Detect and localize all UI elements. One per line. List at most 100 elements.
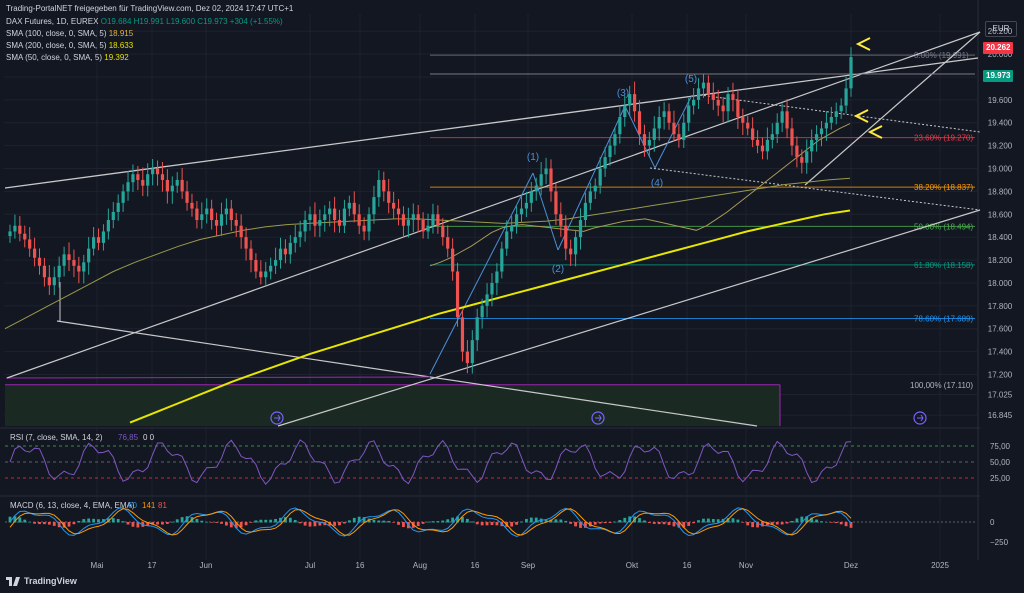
arrow-icon-0	[855, 37, 871, 51]
macd-bar	[421, 522, 425, 524]
y-tick-label: 18.400	[988, 233, 1013, 242]
candle-body	[559, 214, 563, 226]
macd-bar	[72, 522, 76, 525]
candle-body	[564, 225, 568, 249]
macd-bar	[298, 522, 302, 524]
candle-body	[283, 248, 288, 255]
candle-body	[219, 214, 224, 226]
macd-bar	[269, 519, 273, 523]
x-tick-label: 16	[683, 561, 692, 570]
macd-bar	[308, 522, 312, 527]
candle-body	[401, 214, 406, 226]
candle-body	[23, 233, 27, 240]
macd-bar	[741, 522, 745, 523]
candle-body	[175, 179, 179, 186]
annotation-arrows	[853, 37, 883, 139]
sma-legend-200[interactable]: SMA (200, close, 0, SMA, 5) 18.633	[6, 41, 133, 51]
dotted-line	[699, 94, 981, 133]
candle-body	[278, 248, 283, 261]
candle-body	[460, 317, 465, 352]
time-axis[interactable]: Mai 17 Jun Jul 16 Aug 16 Sep Okt 16 Nov Dez 2025	[91, 411, 950, 570]
event-arrow-2	[917, 414, 924, 422]
rsi-pane[interactable]: RSI (7, close, SMA, 14, 2) 76,85 0 0 75,00…	[5, 433, 1011, 486]
candle-body	[790, 128, 794, 146]
fib-zone	[5, 384, 780, 426]
wave-line	[557, 105, 626, 251]
y-tick-label: 17.200	[988, 371, 1013, 380]
macd-bar	[333, 522, 336, 526]
candle-body	[490, 282, 494, 295]
candle-body	[254, 260, 258, 272]
macd-bar	[210, 522, 214, 523]
macd-bar	[161, 522, 164, 525]
candle-body	[328, 208, 332, 215]
macd-bar	[687, 522, 691, 526]
macd-pane[interactable]: MACD (6, 13, close, 4, EMA, EMA) 60 141 81…	[5, 501, 1009, 547]
candle-body	[332, 208, 337, 220]
macd-bar	[785, 522, 789, 524]
candle-body	[106, 220, 110, 232]
candle-body	[298, 231, 302, 238]
currency-button[interactable]: EUR	[985, 21, 1017, 37]
candle-body	[613, 134, 617, 146]
macd-bar	[23, 519, 27, 523]
candle-body	[603, 157, 607, 169]
candle-body	[431, 214, 435, 226]
macd-bar	[461, 516, 464, 523]
candle-body	[657, 117, 661, 129]
candle-body	[13, 225, 17, 232]
macd-bar	[416, 522, 420, 527]
macd-bar	[146, 522, 150, 526]
x-tick-label: 16	[471, 561, 480, 570]
x-tick-label: Okt	[626, 561, 639, 570]
candle-body	[264, 271, 268, 278]
candle-body	[446, 237, 450, 249]
macd-bar	[397, 522, 400, 525]
macd-bar	[584, 522, 587, 528]
macd-bar	[623, 517, 627, 523]
tradingview-logo[interactable]: TradingView	[6, 576, 77, 586]
macd-bar	[456, 516, 459, 523]
y-tick-label: 20.000	[988, 50, 1013, 59]
macd-bar	[82, 519, 86, 523]
candle-body	[800, 157, 804, 163]
candle-body	[47, 277, 51, 286]
arrow-icon-2	[867, 125, 883, 139]
candle-body	[765, 139, 769, 152]
candle-body	[92, 237, 96, 249]
rsi-line	[9, 439, 852, 486]
wave-label-5: (5)	[685, 74, 697, 85]
sma-legend-100[interactable]: SMA (100, close, 0, SMA, 5) 18.915	[6, 29, 133, 39]
macd-bar	[220, 522, 223, 524]
candle-body	[155, 168, 160, 175]
macd-bar	[244, 522, 248, 526]
x-tick-label: 2025	[931, 561, 949, 570]
candle-body	[126, 182, 130, 192]
macd-bar	[839, 522, 843, 525]
elliott-wave-labels: (1) (2) (3) (4) (5)	[527, 74, 697, 275]
candle-body	[82, 262, 86, 272]
sma-legend-50[interactable]: SMA (50, close, 0, SMA, 5) 19.392	[6, 53, 129, 63]
macd-bar	[638, 518, 641, 523]
macd-v1: 60	[128, 501, 137, 510]
macd-bar	[618, 519, 622, 523]
candle-body	[544, 168, 548, 175]
ohlc-low: L19.600	[166, 17, 196, 26]
candle-body	[28, 239, 32, 249]
wave-label-1: (1)	[527, 152, 539, 163]
macd-bar	[829, 522, 833, 523]
candle-body	[318, 220, 322, 226]
sma-label: SMA (200, close, 0, SMA, 5)	[6, 41, 107, 50]
macd-bar	[515, 522, 518, 525]
candle-body	[795, 145, 799, 158]
symbol-legend[interactable]: DAX Futures, 1D, EUREX O19.684 H19.991 L…	[6, 17, 283, 27]
candle-body	[475, 317, 479, 341]
macd-bar	[820, 521, 823, 523]
candle-body	[731, 94, 735, 100]
macd-bar	[770, 522, 774, 525]
macd-bar	[702, 518, 705, 523]
y-tick-label: 16.845	[988, 411, 1013, 420]
macd-bar	[780, 522, 784, 525]
